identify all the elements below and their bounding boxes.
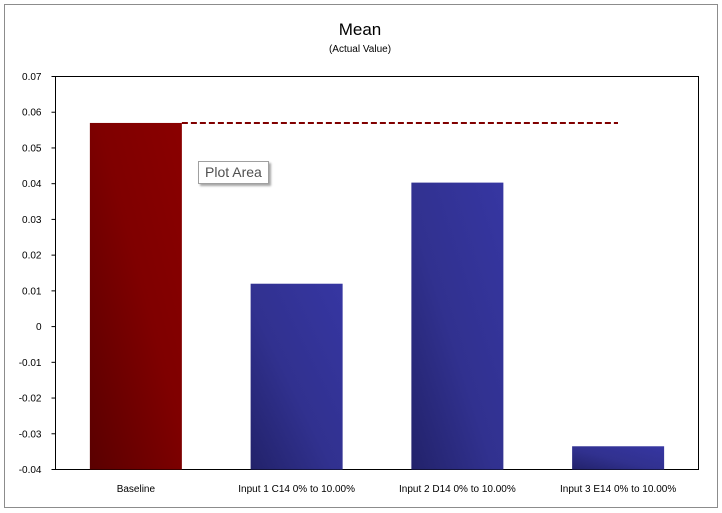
y-tick-label: 0.07	[22, 72, 42, 83]
y-tick-label: 0.02	[22, 251, 42, 262]
plot-area-tooltip: Plot Area	[198, 161, 269, 184]
y-tick-label: 0	[36, 322, 42, 333]
x-category-label: Input 1 C14 0% to 10.00%	[238, 484, 355, 495]
bar-baseline[interactable]	[89, 122, 182, 470]
chart-title[interactable]: Mean	[339, 20, 382, 39]
bar-input-2[interactable]	[411, 182, 504, 470]
y-axis[interactable]: 0.07 0.06 0.05 0.04 0.03 0.02 0.01 0 -0.01 -0.02 -…	[19, 72, 56, 476]
y-tick-label: -0.02	[19, 394, 42, 405]
y-tick-label: -0.01	[19, 358, 42, 369]
y-tick-label: -0.04	[19, 465, 42, 476]
y-tick-label: 0.06	[22, 108, 42, 119]
chart-subtitle[interactable]: (Actual Value)	[329, 44, 391, 55]
y-tick-label: 0.04	[22, 179, 42, 190]
x-category-label: Input 3 E14 0% to 10.00%	[560, 484, 676, 495]
plot-area[interactable]	[55, 76, 699, 470]
y-tick-label: 0.05	[22, 143, 42, 154]
x-category-label: Baseline	[117, 484, 156, 495]
x-category-label: Input 2 D14 0% to 10.00%	[399, 484, 516, 495]
bar-input-3[interactable]	[572, 446, 665, 470]
y-tick-label: 0.03	[22, 215, 42, 226]
y-tick-label: -0.03	[19, 429, 42, 440]
bars	[89, 122, 665, 470]
bar-input-1[interactable]	[250, 283, 343, 470]
y-tick-label: 0.01	[22, 286, 42, 297]
x-axis-labels[interactable]: Baseline Input 1 C14 0% to 10.00% Input 2 …	[117, 484, 677, 495]
